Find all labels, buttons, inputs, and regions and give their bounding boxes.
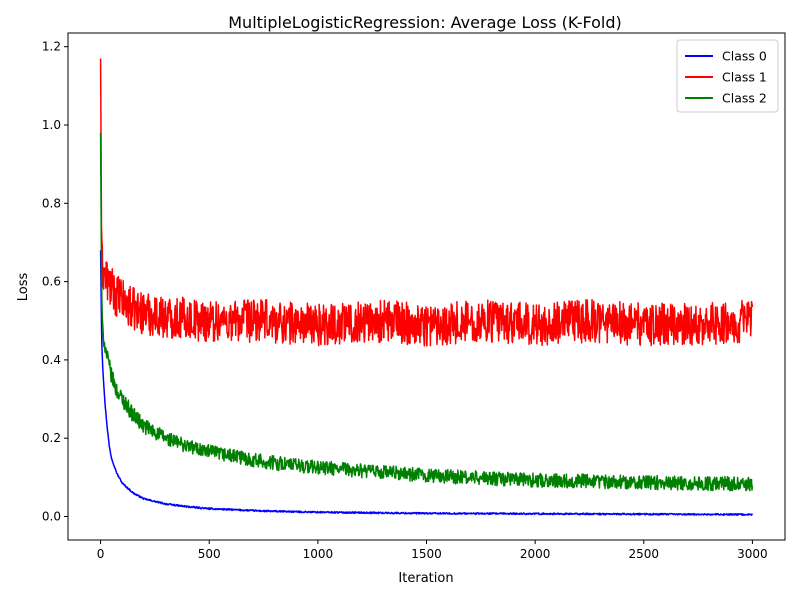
y-tick-label: 1.2 (42, 40, 61, 54)
x-tick-label: 2000 (520, 547, 551, 561)
x-tick-label: 1500 (411, 547, 442, 561)
y-tick-label: 1.0 (42, 118, 61, 132)
x-tick-label: 1000 (303, 547, 334, 561)
y-tick-label: 0.6 (42, 275, 61, 289)
y-tick-label: 0.4 (42, 353, 61, 367)
chart-title: MultipleLogisticRegression: Average Loss… (228, 13, 621, 32)
series-line-class-1 (99, 58, 754, 347)
legend: Class 0 Class 1 Class 2 (676, 39, 779, 113)
y-tick-label: 0.0 (42, 510, 61, 524)
y-tick-label: 0.8 (42, 196, 61, 210)
series-line-class-2 (99, 132, 754, 492)
x-tick-label: 2500 (628, 547, 659, 561)
legend-label: Class 1 (722, 70, 767, 85)
legend-box (676, 39, 779, 113)
x-axis-label: Iteration (398, 571, 453, 586)
x-tick-label: 500 (198, 547, 221, 561)
y-axis: 0.0 0.2 0.4 0.6 0.8 1.0 1.2 (42, 40, 68, 524)
y-tick-label: 0.2 (42, 431, 61, 445)
series-layer (99, 58, 754, 517)
x-tick-label: 0 (97, 547, 105, 561)
x-axis: 0 500 1000 1500 2000 2500 3000 (97, 540, 768, 561)
x-tick-label: 3000 (737, 547, 768, 561)
y-axis-label: Loss (16, 273, 31, 302)
legend-label: Class 0 (722, 49, 767, 64)
series-line-class-0 (99, 250, 754, 517)
legend-label: Class 2 (722, 91, 767, 106)
